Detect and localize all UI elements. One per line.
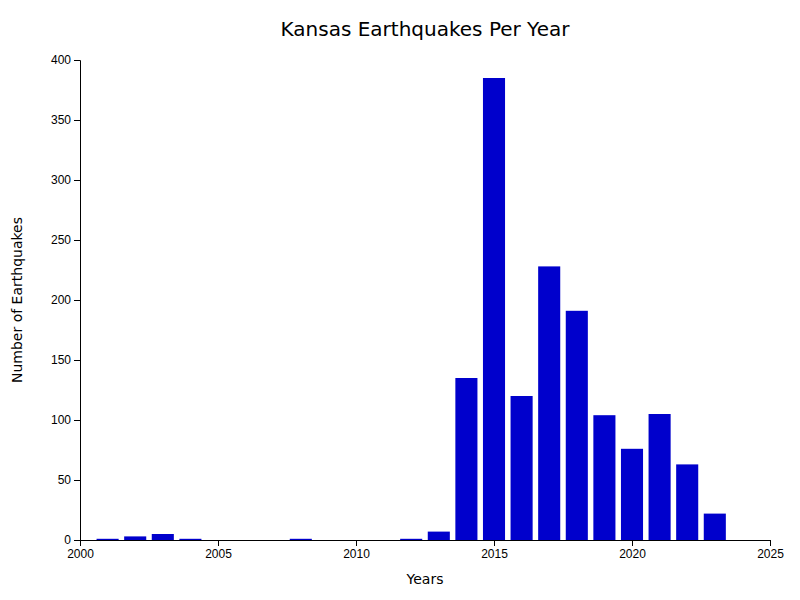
x-axis-tick: 2015 (481, 540, 508, 561)
y-axis-tick-label: 300 (51, 173, 71, 187)
bar (179, 539, 201, 540)
y-axis-tick-mark (74, 480, 80, 481)
y-axis-tick-label: 0 (64, 533, 71, 547)
bar (649, 414, 671, 540)
bar (152, 534, 174, 540)
y-axis-tick-mark (74, 60, 80, 61)
y-axis-tick-mark (74, 240, 80, 241)
bars (97, 78, 726, 540)
x-axis-tick-mark (770, 540, 771, 546)
y-axis-tick: 300 (51, 173, 80, 187)
y-axis-tick-mark (74, 360, 80, 361)
x-axis-tick-mark (356, 540, 357, 546)
y-axis-tick-label: 250 (51, 233, 71, 247)
bar (455, 378, 477, 540)
x-axis-tick-mark (218, 540, 219, 546)
bar (262, 540, 284, 541)
x-axis-tick-label: 2020 (619, 547, 646, 561)
y-axis-tick: 400 (51, 53, 80, 67)
y-axis-tick-label: 200 (51, 293, 71, 307)
bar (566, 311, 588, 540)
y-axis-tick-label: 150 (51, 353, 71, 367)
x-axis-tick-label: 2005 (205, 547, 232, 561)
x-axis-tick: 2000 (67, 540, 94, 561)
x-axis-tick: 2025 (757, 540, 784, 561)
x-axis-tick-label: 2010 (343, 547, 370, 561)
x-axis-tick: 2020 (619, 540, 646, 561)
y-axis-tick-mark (74, 300, 80, 301)
y-axis: 0 50 100 150 200 250 300 350 400 (51, 53, 81, 547)
bar (593, 415, 615, 540)
bar (345, 540, 367, 541)
y-axis-tick: 50 (58, 473, 80, 487)
bar (483, 78, 505, 540)
y-axis-tick-mark (74, 120, 80, 121)
y-axis-line (74, 61, 81, 541)
x-axis-tick-label: 2000 (67, 547, 94, 561)
bar (207, 540, 229, 541)
x-axis: 2000 2005 2010 2015 2020 2025 (67, 540, 784, 561)
y-axis-tick: 250 (51, 233, 80, 247)
y-axis-tick-mark (74, 540, 80, 541)
x-axis-title: Years (406, 571, 444, 587)
bar (621, 449, 643, 540)
bar (676, 464, 698, 540)
x-axis-line (81, 541, 771, 547)
y-axis-tick: 200 (51, 293, 80, 307)
bar (400, 539, 422, 540)
y-axis-tick: 100 (51, 413, 80, 427)
bar (511, 396, 533, 540)
x-axis-tick: 2005 (205, 540, 232, 561)
x-axis-tick: 2010 (343, 540, 370, 561)
bar (373, 540, 395, 541)
y-axis-tick-label: 400 (51, 53, 71, 67)
bar (317, 540, 339, 541)
x-axis-tick-label: 2025 (757, 547, 784, 561)
bar (235, 540, 257, 541)
y-axis-tick-mark (74, 180, 80, 181)
x-axis-tick-label: 2015 (481, 547, 508, 561)
title: Kansas Earthquakes Per Year (281, 17, 571, 41)
y-axis-tick-mark (74, 420, 80, 421)
y-axis-tick-label: 350 (51, 113, 71, 127)
x-axis-tick-mark (494, 540, 495, 546)
bar (290, 539, 312, 540)
bar (538, 266, 560, 540)
y-axis-title: Number of Earthquakes (9, 217, 25, 383)
chart: 2000 2005 2010 2015 2020 2025 0 50 100 150 200 250 3… (0, 0, 800, 600)
y-axis-tick-label: 50 (58, 473, 72, 487)
plot-area: 2000 2005 2010 2015 2020 2025 0 50 100 150 200 250 3… (51, 53, 784, 560)
bar (704, 514, 726, 540)
y-axis-tick: 150 (51, 353, 80, 367)
bar (124, 536, 146, 540)
x-axis-tick-mark (632, 540, 633, 546)
y-axis-tick-label: 100 (51, 413, 71, 427)
y-axis-tick: 350 (51, 113, 80, 127)
bar (97, 539, 119, 540)
y-axis-tick: 0 (64, 533, 80, 547)
bar (428, 532, 450, 540)
